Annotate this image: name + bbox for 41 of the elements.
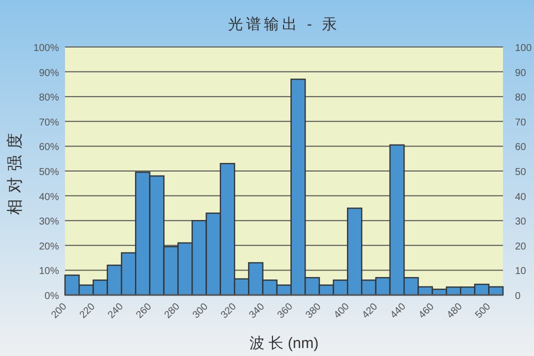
y-axis-title: 相对强度 — [6, 127, 24, 215]
x-tick-label: 240 — [106, 301, 126, 321]
x-axis-title: 波 长 (nm) — [249, 335, 319, 352]
y2-tick-label: 80 — [515, 92, 527, 104]
y2-tick-label: 0 — [515, 291, 521, 302]
x-tick-label: 360 — [276, 301, 296, 321]
y2-tick-label: 40 — [515, 192, 527, 203]
y2-tick-label: 20 — [515, 241, 527, 252]
y-tick-label: 10% — [38, 266, 60, 278]
x-tick-label: 380 — [304, 301, 324, 321]
y2-tick-label: 30 — [515, 216, 527, 228]
chart-title: 光谱输出 - 汞 — [228, 16, 340, 33]
y-tick-label: 50% — [38, 167, 60, 178]
y2-tick-label: 70 — [515, 117, 527, 128]
y2-tick-label: 90 — [515, 68, 527, 79]
x-tick-label: 440 — [388, 301, 409, 321]
y-tick-label: 100% — [33, 43, 60, 54]
y2-tick-label: 100 — [515, 43, 532, 54]
y2-tick-label: 50 — [515, 167, 527, 178]
x-tick-label: 300 — [190, 301, 211, 321]
x-tick-label: 480 — [445, 301, 466, 321]
y-tick-label: 30% — [38, 216, 60, 228]
x-tick-label: 400 — [332, 301, 352, 321]
x-tick-label: 320 — [219, 301, 239, 321]
x-tick-label: 460 — [416, 301, 437, 321]
x-tick-label: 280 — [162, 301, 182, 321]
x-tick-label: 340 — [247, 301, 268, 321]
y2-tick-label: 10 — [515, 266, 527, 278]
y-tick-label: 60% — [38, 142, 60, 154]
x-tick-label: 420 — [360, 301, 380, 321]
y-tick-label: 20% — [38, 241, 60, 252]
y-tick-label: 40% — [38, 192, 60, 203]
y-tick-label: 0% — [44, 291, 60, 302]
y-tick-label: 70% — [38, 117, 60, 128]
x-tick-label: 220 — [78, 301, 98, 321]
y-tick-label: 90% — [38, 68, 60, 79]
x-tick-label: 500 — [473, 301, 494, 321]
y2-tick-label: 60 — [515, 142, 527, 154]
x-tick-label: 260 — [134, 301, 154, 321]
x-tick-label: 200 — [50, 301, 70, 321]
y-tick-label: 80% — [38, 92, 60, 104]
